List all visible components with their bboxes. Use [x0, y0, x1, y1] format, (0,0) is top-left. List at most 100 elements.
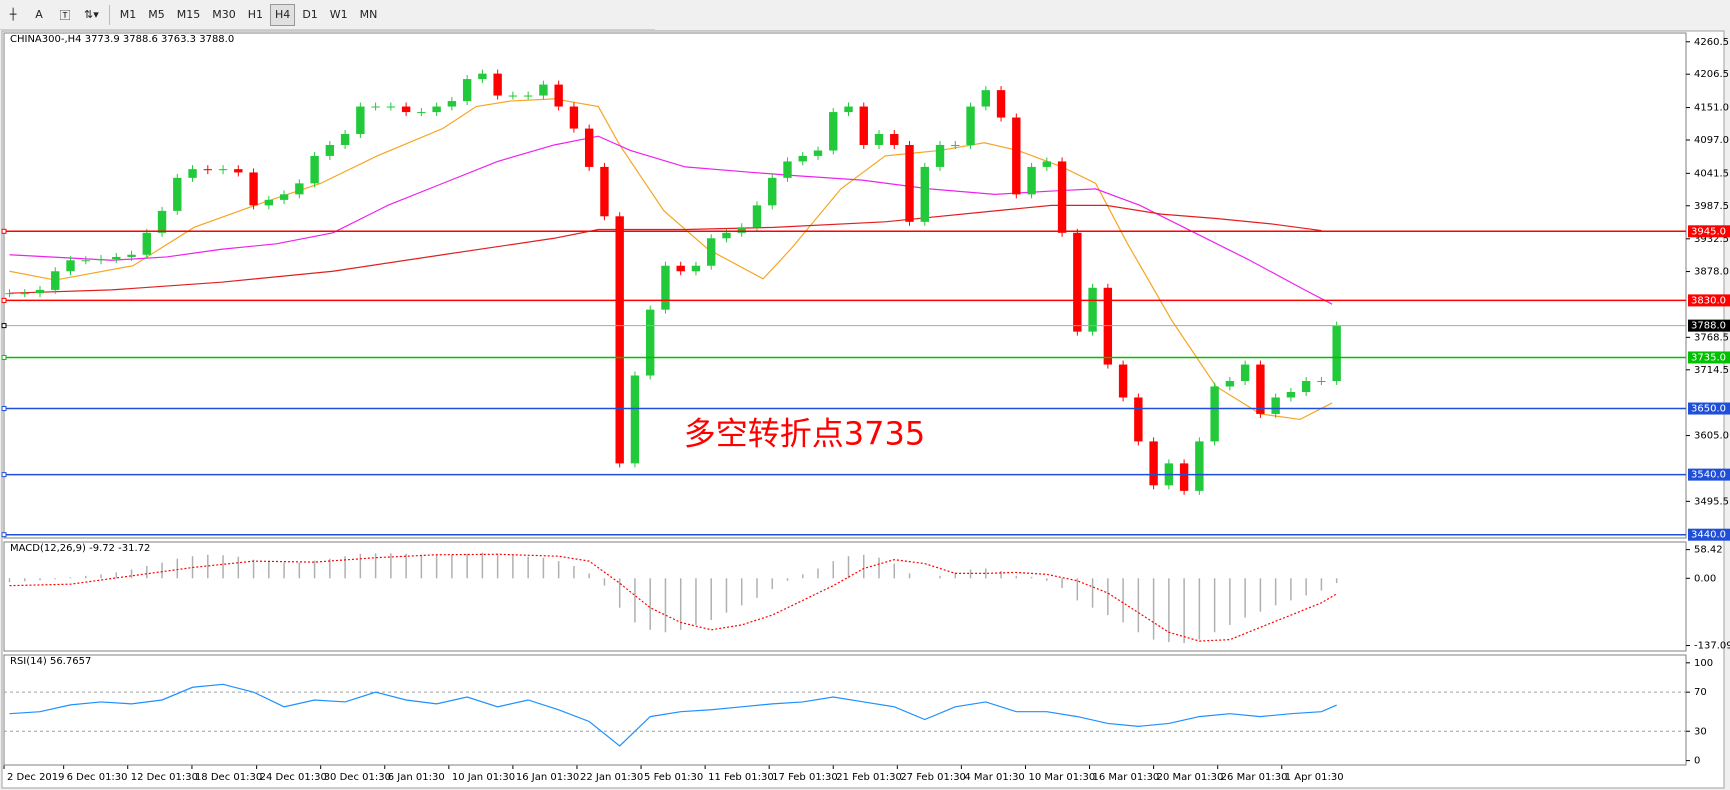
candle — [371, 106, 380, 108]
signal-line — [9, 553, 1337, 642]
candle — [340, 133, 350, 145]
crosshair-tool[interactable]: ┼ — [9, 8, 17, 21]
candle — [447, 101, 457, 107]
candle — [783, 161, 792, 178]
pane-frame — [3, 654, 1687, 766]
y-tick-label: 0.00 — [1694, 573, 1716, 584]
candle — [584, 128, 594, 167]
pane-title: RSI(14) 56.7657 — [10, 656, 91, 667]
level-handle — [1, 406, 7, 412]
candle — [5, 293, 14, 295]
candle — [981, 90, 990, 107]
candle — [737, 227, 746, 233]
candle — [356, 106, 365, 134]
candle — [112, 256, 121, 260]
y-tick-label: 3987.5 — [1694, 201, 1729, 212]
candle — [188, 169, 197, 178]
candle — [859, 106, 868, 145]
y-tick-label: 100 — [1694, 658, 1713, 669]
candle — [798, 155, 807, 162]
y-tick-label: 4097.0 — [1694, 135, 1729, 146]
candle — [386, 106, 396, 108]
candle — [1057, 161, 1067, 233]
candle — [844, 106, 853, 113]
level-handle — [1, 354, 7, 360]
candle — [554, 84, 563, 107]
candle — [539, 84, 548, 96]
candle — [661, 265, 670, 310]
x-tick-label: 10 Jan 01:30 — [452, 772, 515, 783]
text-tool[interactable]: A — [35, 8, 43, 21]
candle — [325, 144, 335, 156]
y-tick-label: 3878.0 — [1694, 267, 1729, 278]
candle — [249, 172, 258, 206]
candle — [1103, 287, 1113, 365]
candle — [996, 90, 1006, 118]
level-tag — [1688, 468, 1730, 481]
label-tool[interactable]: 🅃 — [59, 8, 71, 22]
candle — [630, 375, 640, 464]
timeframe-button[interactable]: W1 — [329, 8, 348, 21]
candle — [310, 155, 319, 184]
candle — [417, 112, 426, 114]
candle — [874, 133, 884, 145]
candle — [691, 265, 701, 272]
level-label: 3440.0 — [1691, 530, 1726, 541]
chart-background — [1, 30, 1725, 789]
timeframe-button[interactable]: M30 — [212, 8, 236, 21]
timeframe-button[interactable]: H4 — [270, 3, 296, 26]
timeframe-button[interactable]: MN — [359, 8, 378, 21]
candle — [1149, 441, 1158, 486]
candle — [935, 144, 945, 167]
candle — [462, 79, 472, 102]
x-tick-label: 1 Apr 01:30 — [1285, 772, 1344, 783]
timeframes: M1 M5 M15 M30 H1 H4 D1 W1 MN — [114, 3, 384, 26]
y-tick-label: 4260.5 — [1694, 37, 1729, 48]
candle — [707, 238, 716, 266]
candle — [1195, 441, 1204, 491]
arrows-tool[interactable]: ⇅▾ — [84, 8, 99, 21]
candle — [768, 177, 777, 206]
pane-frame — [3, 541, 1687, 652]
level-label: 3945.0 — [1691, 226, 1726, 237]
candle — [234, 169, 243, 173]
y-tick-label: 70 — [1694, 687, 1707, 698]
candle — [1225, 381, 1235, 387]
moving-average — [9, 135, 1333, 305]
timeframe-button[interactable]: M1 — [119, 8, 137, 21]
candle — [295, 183, 304, 195]
candle — [1073, 232, 1082, 332]
x-tick-label: 12 Dec 01:30 — [131, 772, 198, 783]
y-tick-label: 30 — [1694, 726, 1707, 737]
y-tick-label: 58.42 — [1694, 545, 1723, 556]
timeframe-button[interactable]: D1 — [302, 8, 318, 21]
candle — [1301, 381, 1311, 393]
x-tick-label: 27 Feb 01:30 — [900, 772, 966, 783]
candle — [813, 150, 823, 156]
candle — [615, 216, 624, 464]
candle — [1088, 287, 1097, 332]
candle — [646, 309, 655, 376]
y-tick-label: -137.09 — [1694, 641, 1730, 652]
annotation: 多空转折点3735 — [684, 415, 925, 453]
x-tick-label: 22 Jan 01:30 — [580, 772, 643, 783]
x-tick-label: 16 Mar 01:30 — [1093, 772, 1160, 783]
x-tick-label: 20 Mar 01:30 — [1157, 772, 1224, 783]
moving-average — [9, 98, 1333, 421]
level-handle — [1, 297, 7, 303]
x-tick-label: 30 Dec 01:30 — [324, 772, 391, 783]
rsi-line — [9, 683, 1337, 747]
y-tick-label: 0 — [1694, 756, 1700, 767]
candle — [51, 271, 60, 290]
x-tick-label: 18 Dec 01:30 — [195, 772, 262, 783]
candle — [951, 144, 960, 146]
candle — [218, 169, 228, 171]
candle — [1012, 117, 1021, 195]
timeframe-button[interactable]: H1 — [247, 8, 264, 21]
timeframe-button[interactable]: M15 — [176, 8, 201, 21]
level-tag — [1688, 225, 1730, 238]
candle — [173, 177, 182, 211]
x-tick-label: 11 Feb 01:30 — [708, 772, 774, 783]
timeframe-button[interactable]: M5 — [148, 8, 165, 21]
candle — [1210, 386, 1219, 442]
